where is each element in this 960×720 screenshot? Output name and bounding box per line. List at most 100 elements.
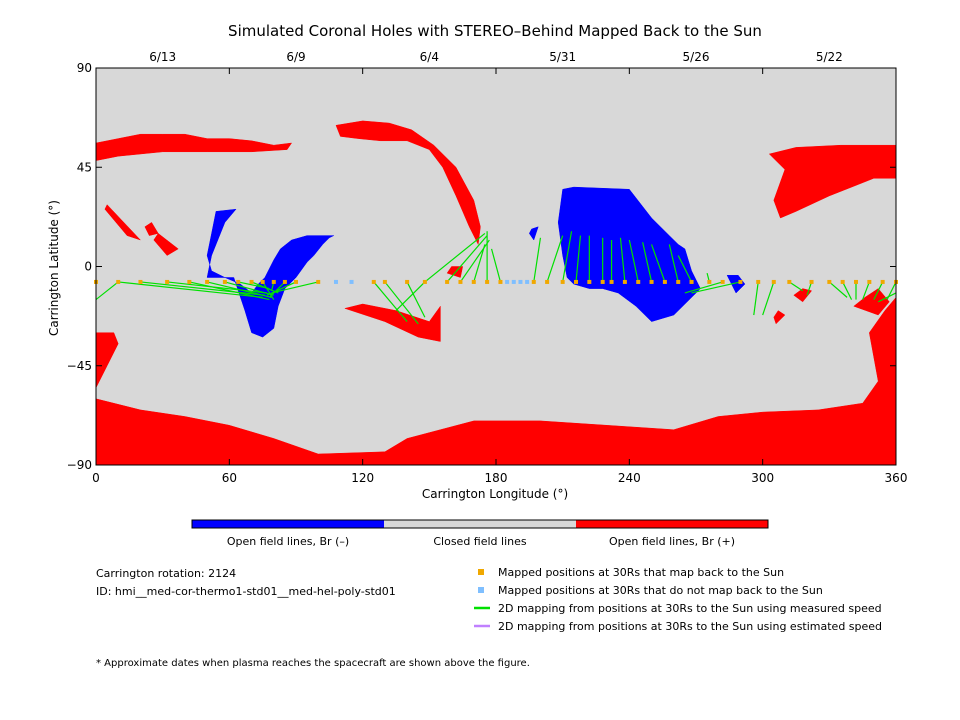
legend-marker-0 [478, 569, 484, 575]
mapped-point-39 [756, 279, 761, 284]
x-tick-label-2: 120 [351, 471, 374, 485]
mapping-line-16 [406, 281, 426, 318]
mapped-point-13 [316, 279, 321, 284]
colorbar-label-0: Open field lines, Br (–) [227, 535, 349, 548]
footnote: * Approximate dates when plasma reaches … [96, 658, 530, 669]
mapped-point-40 [771, 279, 776, 284]
unmapped-point-0 [334, 279, 338, 284]
y-axis: −90 −45 0 45 90 [67, 61, 896, 472]
mapping-line-9 [262, 281, 275, 300]
mapped-point-22 [498, 279, 503, 284]
mapping-line-35 [668, 244, 679, 283]
mapped-point-43 [827, 279, 832, 284]
mapped-point-31 [636, 279, 641, 284]
legend-label-1: Mapped positions at 30Rs that do not map… [498, 584, 823, 597]
mapped-point-30 [622, 279, 627, 284]
mapping-line-1 [118, 281, 263, 298]
mapped-point-15 [382, 279, 387, 284]
mapped-point-44 [840, 279, 845, 284]
y-tick-label-3: 45 [77, 160, 92, 174]
mapping-line-25 [546, 235, 564, 283]
mapped-point-27 [587, 279, 592, 284]
measured-mapping-lines [96, 231, 896, 325]
mapped-point-47 [880, 279, 885, 284]
open-negative-regions [206, 186, 746, 338]
open-positive-region-7 [144, 222, 159, 236]
open-positive-region-5 [104, 204, 141, 241]
mapped-point-19 [458, 279, 463, 284]
open-positive-region-2 [335, 120, 481, 246]
colorbar-segment-0 [192, 520, 384, 528]
carrington-rotation: Carrington rotation: 2124 [96, 567, 236, 580]
top-date-axis: 6/13 6/9 6/4 5/31 5/26 5/22 [149, 50, 843, 64]
mapped-point-23 [531, 279, 536, 284]
x-tick-label-6: 360 [885, 471, 908, 485]
mapping-line-33 [642, 242, 653, 283]
mapped-point-17 [422, 279, 427, 284]
x-tick-label-4: 240 [618, 471, 641, 485]
x-tick-label-5: 300 [751, 471, 774, 485]
legend-label-3: 2D mapping from positions at 30Rs to the… [498, 620, 882, 633]
colorbar-label-1: Closed field lines [433, 535, 527, 548]
chart-title: Simulated Coronal Holes with STEREO–Behi… [228, 22, 762, 40]
open-positive-region-8 [343, 303, 441, 342]
mapping-line-39 [691, 281, 741, 294]
mapping-line-8 [251, 281, 279, 294]
mapped-point-18 [445, 279, 450, 284]
mapped-point-21 [485, 279, 490, 284]
mapped-point-8 [249, 279, 254, 284]
mapped-point-11 [282, 279, 287, 284]
mapped-point-28 [600, 279, 605, 284]
top-date-label-0: 6/13 [149, 50, 176, 64]
mapped-point-10 [271, 279, 276, 284]
unmapped-point-1 [349, 279, 354, 284]
open-positive-region-3 [768, 144, 896, 219]
legend-label-0: Mapped positions at 30Rs that map back t… [498, 566, 784, 579]
open-negative-region-0 [557, 186, 701, 322]
mapped-point-4 [187, 279, 192, 284]
mapped-point-33 [662, 279, 667, 284]
top-date-label-4: 5/26 [683, 50, 710, 64]
mapping-line-6 [224, 281, 274, 296]
y-tick-label-4: 90 [77, 61, 92, 75]
mapped-point-42 [809, 279, 814, 284]
open-positive-region-11 [773, 310, 786, 325]
open-positive-region-0 [96, 297, 896, 465]
unmapped-point-3 [511, 279, 516, 284]
y-axis-label: Carrington Latitude (°) [47, 200, 61, 336]
mapping-line-17 [395, 281, 426, 312]
mapping-line-48 [873, 281, 884, 300]
mapped-points [94, 279, 898, 284]
mapped-point-5 [205, 279, 210, 284]
open-positive-region-6 [153, 233, 179, 256]
unmapped-points [334, 279, 530, 284]
x-axis: 0 60 120 180 240 300 360 [92, 68, 907, 485]
open-positive-region-1 [96, 133, 293, 161]
mapping-line-41 [762, 281, 775, 316]
mapped-point-7 [236, 279, 241, 284]
open-positive-regions [96, 120, 896, 465]
top-date-label-5: 5/22 [816, 50, 843, 64]
mapping-line-26 [562, 231, 573, 283]
mapped-point-9 [260, 279, 265, 284]
mapped-point-25 [560, 279, 565, 284]
unmapped-point-2 [505, 279, 510, 284]
colorbar-frame [191, 519, 769, 529]
unmapped-point-4 [518, 279, 523, 284]
mapped-point-35 [689, 279, 694, 284]
colorbar-legend: Open field lines, Br (–) Closed field lin… [191, 519, 769, 548]
mapping-line-40 [753, 281, 759, 316]
mapped-point-46 [867, 279, 872, 284]
x-tick-label-0: 0 [92, 471, 100, 485]
legend: Mapped positions at 30Rs that map back t… [474, 566, 882, 633]
mapped-point-2 [138, 279, 143, 284]
mapping-line-13 [271, 281, 319, 294]
legend-label-2: 2D mapping from positions at 30Rs to the… [498, 602, 882, 615]
mapped-point-45 [854, 279, 858, 284]
mapping-line-14 [373, 281, 408, 323]
mapped-point-26 [574, 279, 578, 284]
mapped-point-36 [707, 279, 712, 284]
colorbar-label-2: Open field lines, Br (+) [609, 535, 735, 548]
x-tick-label-1: 60 [222, 471, 237, 485]
